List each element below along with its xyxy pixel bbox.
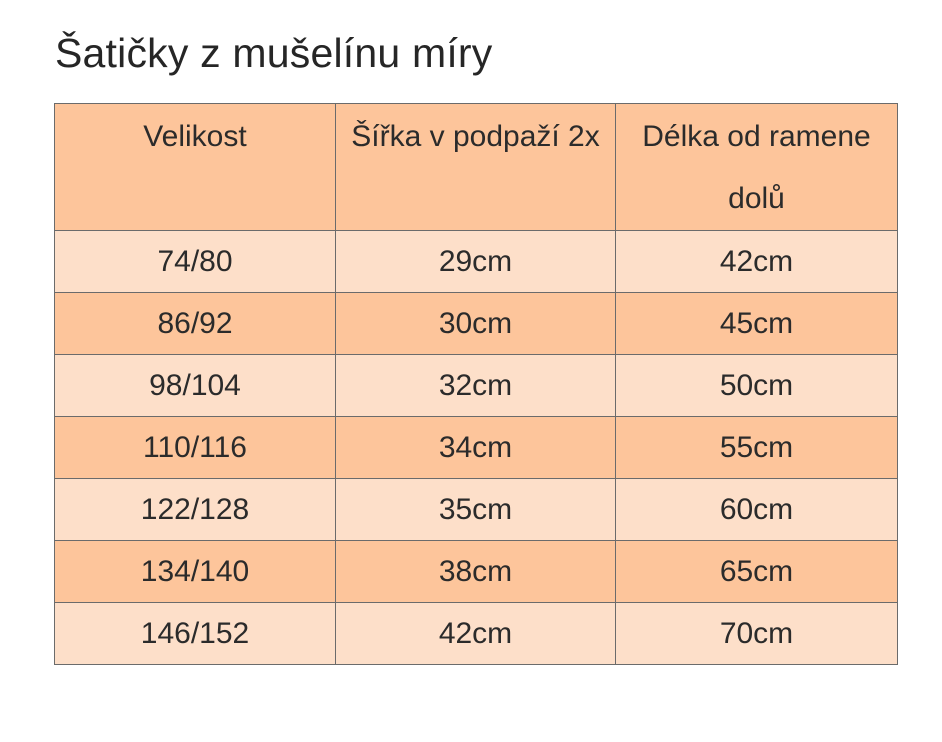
cell-length: 55cm: [615, 416, 898, 479]
header-width: Šířka v podpaží 2x: [335, 103, 616, 231]
page-title: Šatičky z mušelínu míry: [55, 30, 493, 76]
table-row: 110/116 34cm 55cm: [54, 416, 898, 479]
cell-size: 146/152: [54, 602, 336, 665]
cell-size: 134/140: [54, 540, 336, 603]
table-row: 134/140 38cm 65cm: [54, 540, 898, 603]
header-size: Velikost: [54, 103, 336, 231]
table-row: 74/80 29cm 42cm: [54, 230, 898, 293]
cell-size: 98/104: [54, 354, 336, 417]
size-table: Velikost Šířka v podpaží 2x Délka od ram…: [54, 103, 898, 665]
cell-length: 65cm: [615, 540, 898, 603]
cell-size: 74/80: [54, 230, 336, 293]
table-row: 122/128 35cm 60cm: [54, 478, 898, 541]
cell-size: 122/128: [54, 478, 336, 541]
table-row: 146/152 42cm 70cm: [54, 602, 898, 665]
table-row: 86/92 30cm 45cm: [54, 292, 898, 355]
cell-size: 86/92: [54, 292, 336, 355]
cell-width: 35cm: [335, 478, 616, 541]
cell-length: 42cm: [615, 230, 898, 293]
cell-length: 45cm: [615, 292, 898, 355]
header-length: Délka od ramene dolů: [615, 103, 898, 231]
cell-width: 38cm: [335, 540, 616, 603]
cell-size: 110/116: [54, 416, 336, 479]
cell-width: 32cm: [335, 354, 616, 417]
table-header-row: Velikost Šířka v podpaží 2x Délka od ram…: [54, 103, 898, 231]
cell-width: 34cm: [335, 416, 616, 479]
cell-width: 29cm: [335, 230, 616, 293]
cell-width: 30cm: [335, 292, 616, 355]
cell-width: 42cm: [335, 602, 616, 665]
cell-length: 70cm: [615, 602, 898, 665]
cell-length: 50cm: [615, 354, 898, 417]
table-row: 98/104 32cm 50cm: [54, 354, 898, 417]
cell-length: 60cm: [615, 478, 898, 541]
